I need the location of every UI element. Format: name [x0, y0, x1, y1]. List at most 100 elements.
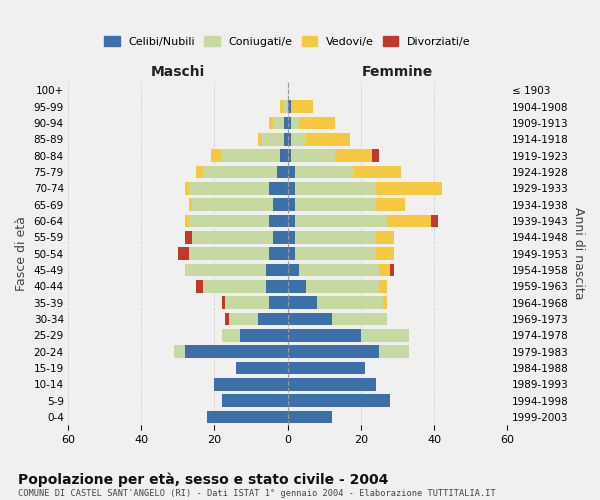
Bar	[178, 248, 189, 260]
Bar	[193, 198, 273, 211]
Bar	[280, 100, 284, 113]
Bar	[222, 394, 287, 407]
Bar	[189, 182, 269, 195]
Bar	[269, 116, 273, 130]
Bar	[229, 312, 259, 326]
Bar	[185, 231, 193, 244]
Bar	[189, 248, 269, 260]
Bar	[295, 182, 376, 195]
Text: Maschi: Maschi	[151, 65, 205, 79]
Text: COMUNE DI CASTEL SANT'ANGELO (RI) - Dati ISTAT 1° gennaio 2004 - Elaborazione TU: COMUNE DI CASTEL SANT'ANGELO (RI) - Dati…	[18, 489, 496, 498]
Bar	[287, 116, 292, 130]
Bar	[292, 150, 335, 162]
Bar	[287, 248, 295, 260]
Bar	[287, 133, 292, 145]
Bar	[284, 116, 287, 130]
Bar	[287, 264, 299, 276]
Bar	[277, 166, 287, 178]
Bar	[295, 198, 376, 211]
Bar	[287, 150, 292, 162]
Bar	[269, 248, 287, 260]
Bar	[386, 214, 431, 228]
Bar	[431, 214, 438, 228]
Bar	[287, 280, 306, 293]
Bar	[287, 346, 379, 358]
Bar	[287, 329, 361, 342]
Bar	[196, 280, 203, 293]
Legend: Celibi/Nubili, Coniugati/e, Vedovi/e, Divorziati/e: Celibi/Nubili, Coniugati/e, Vedovi/e, Di…	[104, 36, 471, 47]
Bar	[259, 133, 262, 145]
Bar	[383, 296, 386, 309]
Bar	[317, 296, 383, 309]
Y-axis label: Fasce di età: Fasce di età	[15, 216, 28, 291]
Bar	[295, 166, 353, 178]
Bar	[222, 296, 226, 309]
Bar	[379, 280, 386, 293]
Bar	[353, 166, 401, 178]
Bar	[236, 362, 287, 374]
Bar	[372, 150, 379, 162]
Bar	[214, 378, 287, 391]
Bar	[292, 100, 313, 113]
Bar	[379, 346, 409, 358]
Bar	[284, 133, 287, 145]
Bar	[266, 264, 287, 276]
Bar	[269, 214, 287, 228]
Bar	[376, 231, 394, 244]
Bar	[295, 231, 376, 244]
Bar	[266, 280, 287, 293]
Bar	[207, 410, 287, 424]
Bar	[269, 296, 287, 309]
Bar	[269, 182, 287, 195]
Bar	[306, 133, 350, 145]
Bar	[222, 329, 240, 342]
Bar	[335, 150, 372, 162]
Bar	[240, 329, 287, 342]
Bar	[196, 166, 203, 178]
Bar	[361, 329, 409, 342]
Bar	[185, 346, 287, 358]
Bar	[376, 198, 405, 211]
Bar	[203, 280, 266, 293]
Bar	[280, 150, 287, 162]
Bar	[292, 116, 299, 130]
Bar	[287, 198, 295, 211]
Bar	[185, 214, 189, 228]
Bar	[284, 100, 287, 113]
Bar	[376, 182, 442, 195]
Bar	[189, 198, 193, 211]
Bar	[287, 231, 295, 244]
Bar	[185, 264, 266, 276]
Bar	[287, 296, 317, 309]
Bar	[273, 198, 287, 211]
Bar	[174, 346, 185, 358]
Bar	[299, 116, 335, 130]
Bar	[273, 231, 287, 244]
Bar	[226, 296, 269, 309]
Bar	[189, 214, 269, 228]
Bar	[211, 150, 222, 162]
Bar	[262, 133, 284, 145]
Bar	[292, 133, 306, 145]
Bar	[193, 231, 273, 244]
Bar	[287, 394, 390, 407]
Bar	[203, 166, 277, 178]
Bar	[287, 214, 295, 228]
Bar	[287, 312, 332, 326]
Bar	[273, 116, 284, 130]
Bar	[287, 410, 332, 424]
Bar	[287, 182, 295, 195]
Bar	[287, 362, 365, 374]
Bar	[332, 312, 386, 326]
Bar	[299, 264, 379, 276]
Bar	[295, 214, 386, 228]
Bar	[287, 100, 292, 113]
Bar	[287, 378, 376, 391]
Bar	[185, 182, 189, 195]
Bar	[376, 248, 394, 260]
Y-axis label: Anni di nascita: Anni di nascita	[572, 208, 585, 300]
Bar	[379, 264, 390, 276]
Text: Femmine: Femmine	[362, 65, 433, 79]
Text: Popolazione per età, sesso e stato civile - 2004: Popolazione per età, sesso e stato civil…	[18, 472, 388, 487]
Bar	[259, 312, 287, 326]
